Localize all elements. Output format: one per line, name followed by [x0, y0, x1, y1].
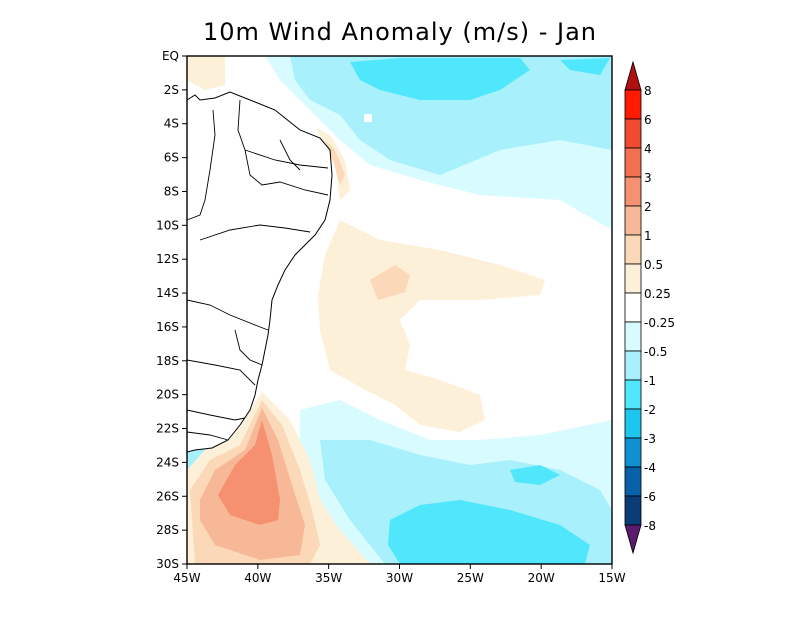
y-tick-label: 20S	[156, 388, 179, 402]
negative-band-south-strong	[388, 500, 590, 564]
data-gap	[364, 114, 372, 122]
x-tick-label: 35W	[315, 571, 342, 585]
colorbar-label: -8	[644, 519, 656, 533]
plot-area	[186, 55, 613, 565]
colorbar-label: -4	[644, 461, 656, 475]
x-tick-label: 45W	[173, 571, 200, 585]
x-tick-label: 40W	[244, 571, 271, 585]
colorbar-arrow-top	[624, 60, 642, 91]
colorbar-swatch	[624, 263, 642, 294]
colorbar-label: 0.5	[644, 258, 663, 272]
y-tick-label: EQ	[162, 49, 179, 63]
land-south-america	[186, 91, 333, 453]
x-tick-label: 25W	[457, 571, 484, 585]
colorbar-label: 3	[644, 171, 652, 185]
colorbar-swatch	[624, 118, 642, 149]
y-tick-label: 30S	[156, 557, 179, 571]
colorbar-label: 8	[644, 84, 652, 98]
negative-band-north-strong	[350, 58, 530, 100]
colorbar-label: -0.25	[644, 316, 675, 330]
colorbar-label: -0.5	[644, 345, 667, 359]
colorbar-swatch	[624, 89, 642, 120]
colorbar-label: -2	[644, 403, 656, 417]
colorbar-label: -1	[644, 374, 656, 388]
colorbar-label: -6	[644, 490, 656, 504]
y-tick-label: 4S	[164, 117, 179, 131]
positive-nw-corner	[187, 56, 225, 90]
x-tick-label: 15W	[598, 571, 625, 585]
chart-title: 10m Wind Anomaly (m/s) - Jan	[203, 18, 597, 46]
colorbar-label: 6	[644, 113, 652, 127]
colorbar-label: 2	[644, 200, 652, 214]
colorbar-label: 0.25	[644, 287, 671, 301]
colorbar: 8 6 4 3 2 1 0.5 0.25 -0.25 -0.5 -1 -2 -3 -4 -6 -8	[624, 60, 675, 555]
negative-band-south-strong-2	[510, 465, 560, 485]
colorbar-swatch	[624, 437, 642, 468]
x-tick-label: 20W	[528, 571, 555, 585]
colorbar-label: -3	[644, 432, 656, 446]
y-tick-label: 10S	[156, 218, 179, 232]
y-tick-label: 2S	[164, 83, 179, 97]
y-tick-label: 6S	[164, 151, 179, 165]
colorbar-swatch	[624, 176, 642, 207]
colorbar-swatch	[624, 292, 642, 323]
y-tick-label: 14S	[156, 286, 179, 300]
y-tick-label: 12S	[156, 252, 179, 266]
negative-band-north-strong-2	[560, 58, 610, 75]
colorbar-swatch	[624, 466, 642, 497]
colorbar-label: 4	[644, 142, 652, 156]
y-tick-label: 26S	[156, 489, 179, 503]
colorbar-swatch	[624, 408, 642, 439]
y-tick-label: 18S	[156, 354, 179, 368]
colorbar-swatch	[624, 205, 642, 236]
y-tick-label: 8S	[164, 184, 179, 198]
colorbar-label: 1	[644, 229, 652, 243]
positive-south-core	[218, 420, 280, 525]
colorbar-swatch	[624, 350, 642, 381]
colorbar-swatch	[624, 495, 642, 526]
y-axis: EQ 2S 4S 6S 8S 10S 12S 14S 16S 18S 20S 22S 24S 26S 28S…	[156, 49, 187, 571]
positive-tongue-core	[370, 265, 410, 300]
colorbar-swatch	[624, 147, 642, 178]
colorbar-arrow-bottom	[624, 524, 642, 555]
colorbar-swatch	[624, 321, 642, 352]
y-tick-label: 24S	[156, 455, 179, 469]
colorbar-swatch	[624, 379, 642, 410]
y-tick-label: 22S	[156, 422, 179, 436]
y-tick-label: 16S	[156, 320, 179, 334]
colorbar-swatch	[624, 234, 642, 265]
anomaly-shading	[187, 56, 612, 564]
x-axis: 45W 40W 35W 30W 25W 20W 15W	[173, 564, 626, 585]
state-borders	[186, 99, 329, 441]
y-tick-label: 28S	[156, 523, 179, 537]
negative-band-north-mid	[290, 56, 612, 175]
x-tick-label: 30W	[386, 571, 413, 585]
positive-tongue-mid	[318, 220, 545, 432]
